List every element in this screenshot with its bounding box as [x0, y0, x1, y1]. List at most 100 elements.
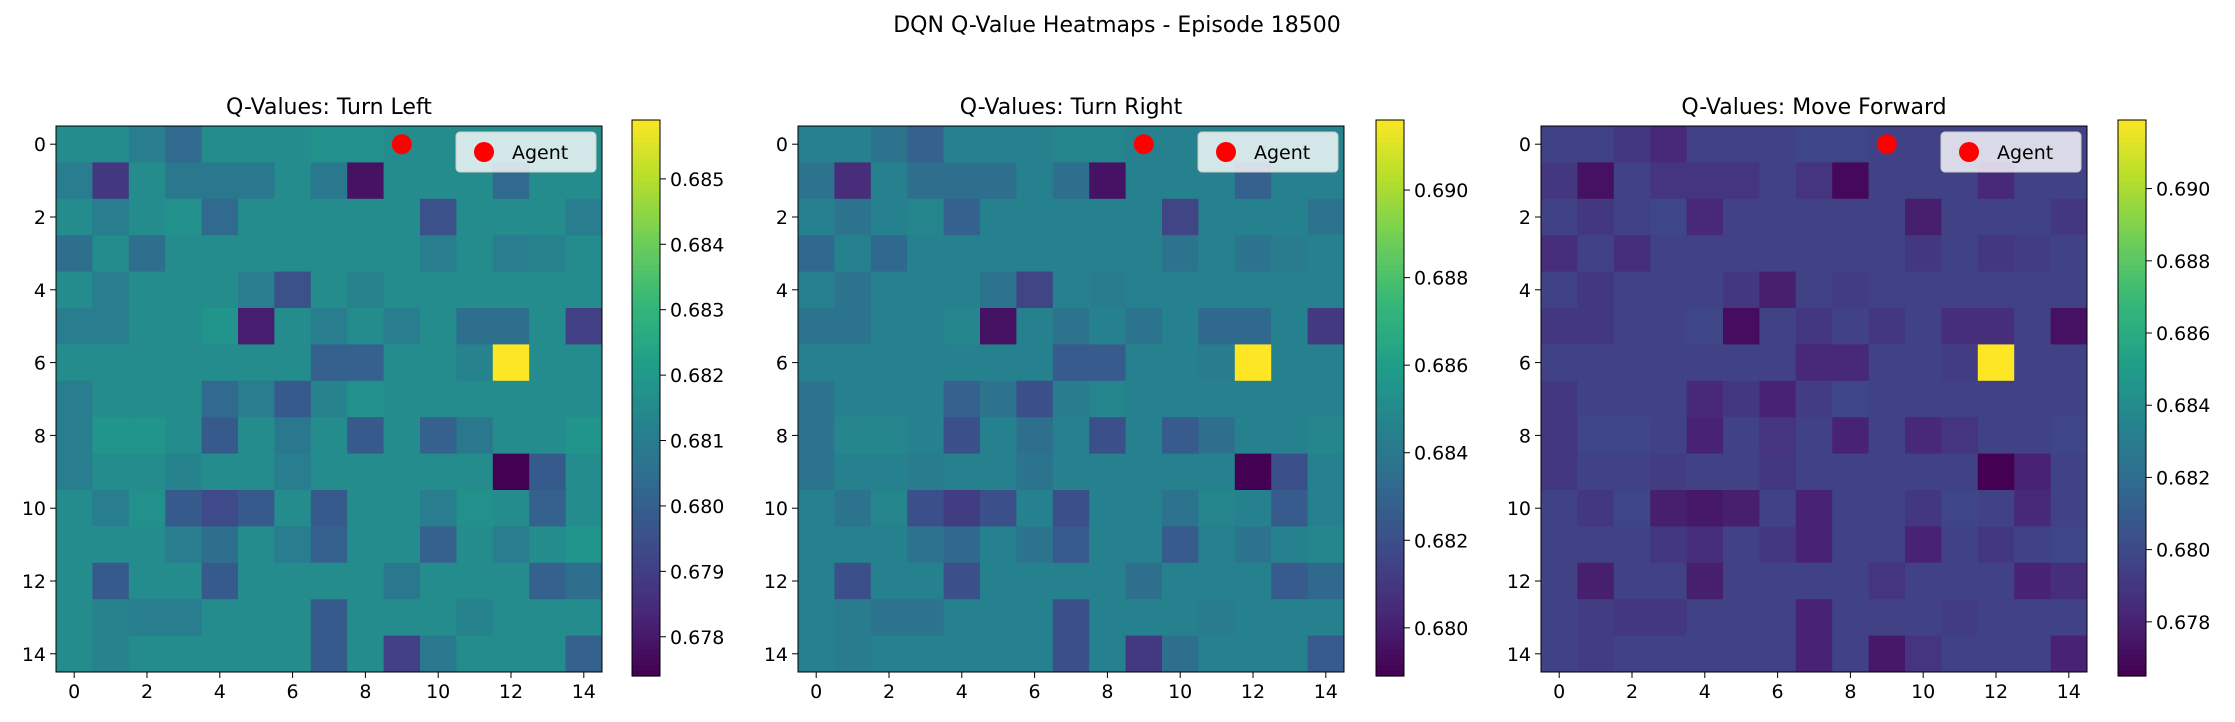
- heatmap-cell: [907, 344, 945, 382]
- heatmap-cell: [1052, 235, 1090, 273]
- heatmap-cell: [1977, 344, 2015, 382]
- heatmap-cell: [492, 562, 530, 600]
- heatmap-cell: [165, 562, 203, 600]
- heatmap-cell: [1941, 198, 1979, 236]
- heatmap-cell: [907, 417, 945, 455]
- heatmap-cell: [420, 308, 457, 345]
- heatmap-cell: [1868, 308, 1906, 345]
- colorbar-segment: [632, 220, 660, 227]
- colorbar-segment: [632, 286, 660, 293]
- colorbar-segment: [2118, 514, 2146, 521]
- heatmap-cell: [1198, 198, 1236, 236]
- colorbar-segment: [632, 592, 660, 599]
- heatmap-cell: [870, 235, 908, 273]
- heatmap-cell: [907, 162, 945, 200]
- colorbar-segment: [2118, 575, 2146, 583]
- heatmap-cell: [1613, 271, 1651, 309]
- heatmap-cell: [2014, 490, 2052, 527]
- colorbar-segment: [632, 459, 660, 466]
- heatmap-cell: [1868, 526, 1906, 564]
- heatmap-cell: [1052, 198, 1090, 236]
- heatmap-cell: [1016, 417, 1054, 455]
- heatmap-cell: [1650, 635, 1688, 673]
- heatmap-cell: [383, 417, 421, 455]
- heatmap-cell: [1307, 635, 1345, 673]
- colorbar-segment: [1376, 292, 1404, 299]
- heatmap-cell: [1686, 453, 1724, 491]
- heatmap-cell: [1686, 380, 1724, 418]
- colorbar-segment: [1376, 553, 1404, 560]
- heatmap-cell: [798, 526, 835, 564]
- heatmap-cell: [238, 453, 275, 491]
- heatmap-cell: [1052, 126, 1090, 163]
- heatmap-cell: [1832, 417, 1870, 455]
- heatmap-cell: [834, 235, 872, 273]
- colorbar-tick-label: 0.678: [670, 627, 724, 649]
- colorbar-segment: [632, 525, 660, 533]
- heatmap-cell: [1052, 635, 1090, 673]
- heatmap-cell: [492, 453, 530, 491]
- heatmap-cell: [565, 344, 603, 382]
- heatmap-cell: [1541, 308, 1578, 345]
- heatmap-cell: [834, 198, 872, 236]
- colorbar-segment: [2118, 359, 2146, 366]
- panel-title: Q-Values: Turn Left: [226, 95, 432, 120]
- x-tick-label: 14: [2057, 681, 2081, 703]
- heatmap-cell: [1905, 417, 1942, 455]
- heatmap-cell: [1162, 562, 1199, 600]
- heatmap-cell: [1832, 198, 1870, 236]
- heatmap-cell: [1577, 162, 1615, 200]
- heatmap-cell: [943, 162, 981, 200]
- heatmap-cell: [1198, 526, 1236, 564]
- heatmap-cell: [1723, 635, 1760, 673]
- colorbar-segment: [1376, 314, 1404, 321]
- colorbar-segment: [632, 492, 660, 499]
- colorbar-segment: [632, 425, 660, 432]
- heatmap-cell: [2050, 235, 2088, 273]
- heatmap-cell: [456, 271, 494, 309]
- colorbar-segment: [632, 570, 660, 577]
- colorbar-segment: [632, 398, 660, 405]
- colorbar-segment: [632, 659, 660, 666]
- heatmap-cell: [565, 599, 603, 637]
- heatmap-cell: [1125, 562, 1163, 600]
- colorbar-segment: [1376, 208, 1404, 216]
- heatmap-cell: [1759, 635, 1797, 673]
- heatmap-cell: [798, 635, 835, 673]
- heatmap-cell: [1541, 526, 1578, 564]
- colorbar-segment: [1376, 464, 1404, 471]
- heatmap-cell: [1162, 635, 1199, 673]
- legend: Agent: [1197, 131, 1339, 173]
- heatmap-cell: [347, 417, 385, 455]
- colorbar-segment: [632, 158, 660, 166]
- colorbar-segment: [2118, 436, 2146, 444]
- heatmap-cell: [1868, 635, 1906, 673]
- heatmap-cell: [870, 198, 908, 236]
- heatmap-cell: [870, 490, 908, 527]
- colorbar-segment: [632, 464, 660, 471]
- heatmap-cell: [907, 308, 945, 345]
- heatmap-cell: [1052, 453, 1090, 491]
- heatmap-cell: [1868, 235, 1906, 273]
- heatmap-cell: [492, 344, 530, 382]
- heatmap-cell: [1832, 235, 1870, 273]
- heatmap-cell: [1577, 453, 1615, 491]
- colorbar-segment: [1376, 158, 1404, 166]
- heatmap-cell: [1089, 198, 1127, 236]
- heatmap-cell: [274, 599, 312, 637]
- colorbar-segment: [632, 486, 660, 494]
- axes-frame: [55, 125, 603, 673]
- heatmap-cell: [1198, 380, 1236, 418]
- colorbar-segment: [2118, 281, 2146, 288]
- heatmap-cell: [1795, 562, 1833, 600]
- heatmap-cell: [565, 562, 603, 600]
- heatmap-cell: [1125, 635, 1163, 673]
- colorbar-tick-label: 0.682: [670, 365, 724, 387]
- heatmap-cell: [1832, 453, 1870, 491]
- heatmap-cell: [1868, 490, 1906, 527]
- heatmap-cell: [347, 235, 385, 273]
- heatmap-cell: [1723, 235, 1760, 273]
- colorbar-segment: [632, 648, 660, 655]
- heatmap-cell: [1868, 453, 1906, 491]
- heatmap-cell: [128, 271, 166, 309]
